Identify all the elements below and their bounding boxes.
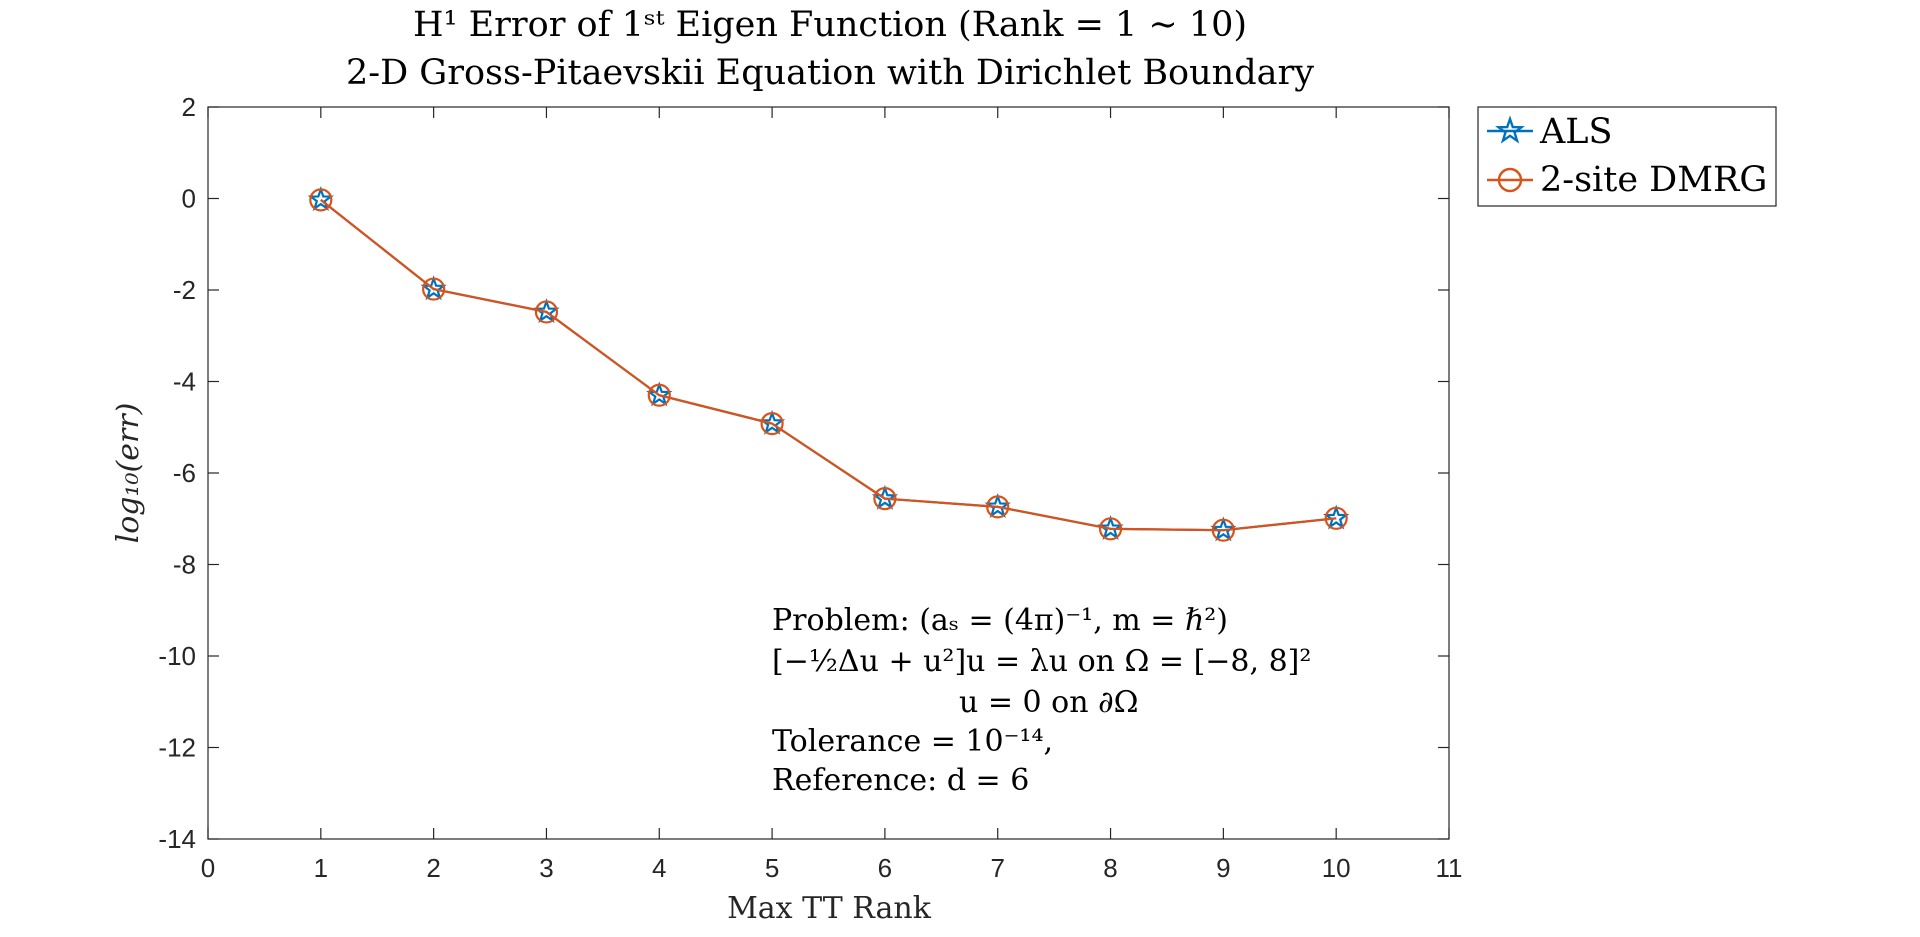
- series-als-point-4: [758, 409, 786, 435]
- legend-dmrg-circle-icon: [1497, 167, 1523, 193]
- series-dmrg-line: [320, 199, 1337, 532]
- x-tick-label-2: 2: [426, 853, 440, 883]
- annotation-line-boundary: u = 0 on ∂Ω: [959, 685, 1138, 720]
- x-tick-label-11: 11: [1436, 853, 1463, 883]
- y-tick-label-7: -12: [158, 733, 196, 763]
- series-dmrg-point-5: [873, 487, 897, 511]
- series-als-point-5: [871, 484, 899, 510]
- x-axis: 0 1 2 3 4 5 6 7 8 9 10 11: [201, 107, 1463, 883]
- series-als-point-1: [420, 275, 447, 301]
- x-tick-label-3: 3: [539, 853, 553, 883]
- x-tick-label-7: 7: [990, 853, 1004, 883]
- annotation-line-problem: Problem: (aₛ = (4π)⁻¹, m = ℏ²): [772, 603, 1228, 638]
- series-dmrg-point-6: [986, 495, 1010, 519]
- x-tick-label-8: 8: [1103, 853, 1117, 883]
- legend-als-star-icon: [1495, 115, 1525, 144]
- x-tick-label-10: 10: [1322, 853, 1351, 883]
- legend-als-label: ALS: [1539, 112, 1613, 152]
- series-layer: [307, 186, 1350, 542]
- legend: ALS 2-site DMRG: [1477, 106, 1777, 207]
- series-dmrg-point-2: [534, 300, 559, 324]
- y-tick-label-1: 0: [182, 184, 196, 214]
- y-tick-label-3: -4: [173, 367, 196, 397]
- x-axis-label: Max TT Rank: [727, 891, 932, 926]
- series-als-point-9: [1323, 504, 1350, 530]
- y-tick-label-6: -10: [158, 641, 196, 671]
- x-tick-label-5: 5: [765, 853, 779, 883]
- x-tick-label-0: 0: [201, 853, 215, 883]
- annotation-line-tolerance: Tolerance = 10⁻¹⁴,: [772, 724, 1053, 759]
- y-tick-label-0: 2: [182, 92, 196, 122]
- series-dmrg-point-9: [1324, 506, 1348, 530]
- series-dmrg-point-8: [1211, 518, 1235, 542]
- y-axis: 2 0 -2 -4 -6 -8 -10 -12 -14: [158, 92, 1449, 854]
- y-tick-label-5: -8: [173, 550, 196, 580]
- annotation-block: Problem: (aₛ = (4π)⁻¹, m = ℏ²) [−½Δu + u…: [772, 603, 1311, 798]
- series-als-point-8: [1210, 516, 1237, 542]
- series-dmrg-point-7: [1098, 517, 1123, 541]
- legend-box: [1477, 106, 1777, 207]
- series-dmrg-point-1: [422, 277, 446, 301]
- series-als-point-7: [1097, 514, 1124, 541]
- chart-subtitle: 2-D Gross-Pitaevskii Equation with Diric…: [346, 53, 1314, 93]
- annotation-line-equation: [−½Δu + u²]u = λu on Ω = [−8, 8]²: [772, 644, 1311, 679]
- chart-title: H¹ Error of 1ˢᵗ Eigen Function (Rank = 1…: [413, 5, 1247, 45]
- annotation-line-reference: Reference: d = 6: [772, 763, 1029, 798]
- series-als-point-0: [307, 186, 334, 212]
- x-tick-label-9: 9: [1216, 853, 1230, 883]
- series-dmrg-point-3: [647, 383, 671, 407]
- legend-dmrg-label: 2-site DMRG: [1540, 160, 1767, 200]
- series-als-point-6: [984, 493, 1011, 519]
- y-tick-label-2: -2: [173, 275, 196, 305]
- y-axis-label: log₁₀(err): [111, 403, 146, 544]
- y-tick-label-4: -6: [173, 458, 196, 488]
- series-dmrg-point-0: [309, 188, 333, 212]
- series-dmrg-point-4: [760, 411, 784, 436]
- series-als-point-3: [646, 381, 673, 407]
- x-tick-label-1: 1: [314, 853, 328, 883]
- series-als-point-2: [533, 298, 560, 324]
- x-tick-label-4: 4: [652, 853, 666, 883]
- x-tick-label-6: 6: [878, 853, 892, 883]
- y-tick-label-8: -14: [158, 824, 196, 854]
